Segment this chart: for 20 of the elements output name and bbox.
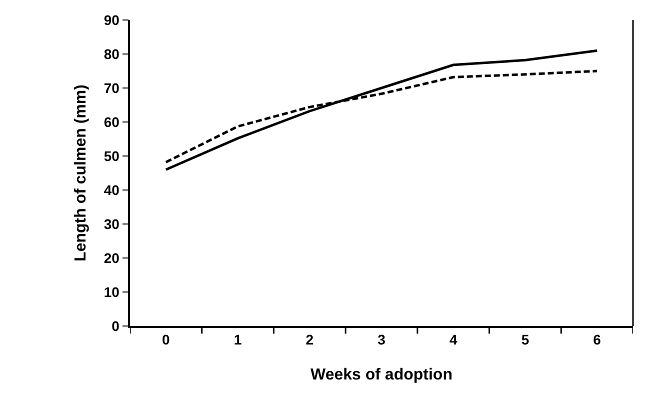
y-tick-label: 30 — [104, 216, 120, 232]
y-tick-label: 20 — [104, 250, 120, 266]
x-tick-label: 1 — [234, 332, 242, 348]
y-tick-label: 0 — [112, 318, 120, 334]
y-tick-label: 70 — [104, 80, 120, 96]
x-tick-label: 4 — [449, 332, 458, 348]
y-tick-label: 40 — [104, 182, 120, 198]
x-tick-label: 3 — [378, 332, 386, 348]
y-tick-label: 60 — [104, 114, 120, 130]
y-tick-label: 90 — [104, 12, 120, 28]
y-axis-title: Length of culmen (mm) — [72, 84, 90, 262]
y-tick-label: 80 — [104, 46, 120, 62]
x-tick-label: 0 — [162, 332, 170, 348]
x-axis-title: Weeks of adoption — [310, 366, 452, 384]
x-tick-label: 2 — [306, 332, 314, 348]
y-tick-label: 50 — [104, 148, 120, 164]
x-tick-label: 6 — [593, 332, 602, 348]
x-tick-label: 5 — [521, 332, 530, 348]
line-series — [164, 49, 598, 171]
y-tick-label: 10 — [104, 284, 120, 300]
